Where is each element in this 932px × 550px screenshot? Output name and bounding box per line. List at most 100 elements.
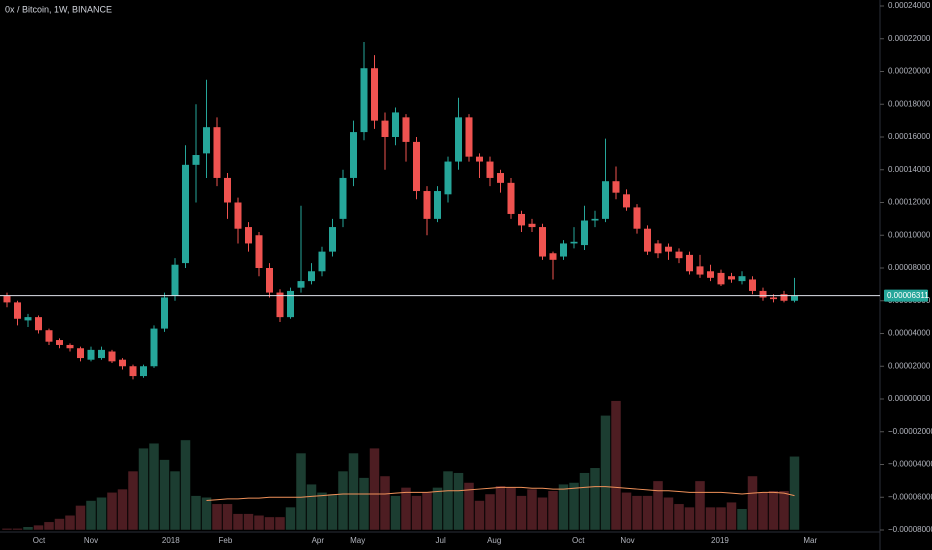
volume-bar <box>453 472 464 531</box>
candle-body <box>602 181 609 219</box>
volume-bar <box>379 475 391 531</box>
volume-bar <box>285 506 296 531</box>
y-tick-label: 0.00024000 <box>888 1 931 10</box>
candle-body <box>24 317 32 321</box>
volume-bar <box>778 490 790 531</box>
y-tick-label: −0.00002000 <box>888 427 932 436</box>
y-tick-label: −0.00004000 <box>888 460 932 469</box>
volume-bar <box>621 492 632 531</box>
candle-body <box>612 181 620 193</box>
volume-bar <box>1 528 13 531</box>
volume-bar <box>369 447 380 531</box>
candle-body <box>623 194 630 208</box>
candle-body <box>255 235 263 268</box>
volume-bar <box>768 490 779 531</box>
candle-body <box>234 202 242 229</box>
x-tick-label: Apr <box>312 536 325 545</box>
y-tick-label: 0.00012000 <box>888 198 931 207</box>
volume-bar <box>726 501 737 531</box>
volume-bar <box>705 506 716 531</box>
candle-body <box>465 117 473 157</box>
x-tick-label: Aug <box>487 536 501 545</box>
candle-body <box>738 276 746 282</box>
candle-body <box>507 182 515 214</box>
volume-bar <box>694 480 706 531</box>
candle-body <box>665 246 672 252</box>
candle-body <box>728 276 735 280</box>
candle-body <box>140 366 147 377</box>
candle-body <box>14 302 21 319</box>
x-tick-label: 2019 <box>711 536 729 545</box>
price-label: 0.00006311 <box>887 291 929 300</box>
y-tick-label: 0.00010000 <box>888 230 931 239</box>
volume-bar <box>12 528 23 531</box>
volume-bar <box>211 503 223 531</box>
volume-bar <box>684 506 695 531</box>
candle-body <box>434 191 441 219</box>
x-tick-label: Oct <box>33 536 46 545</box>
volume-bar <box>180 439 191 531</box>
candle-body <box>182 164 189 264</box>
volume-bar <box>243 513 254 531</box>
candle-body <box>129 366 137 377</box>
candle-body <box>371 68 378 121</box>
candle-body <box>570 241 578 244</box>
candle-body <box>77 348 84 359</box>
volume-bar <box>64 515 76 531</box>
volume-bar <box>43 521 55 531</box>
volume-bar <box>316 492 328 531</box>
volume-bar <box>54 518 65 531</box>
candle-body <box>560 243 567 257</box>
candle-body <box>56 340 63 345</box>
x-tick-label: May <box>350 536 365 545</box>
candle-body <box>770 297 777 300</box>
volume-bar <box>264 516 275 531</box>
y-tick-label: −0.00008000 <box>888 525 932 534</box>
candle-body <box>455 117 462 162</box>
volume-bar <box>96 497 107 531</box>
x-tick-label: Nov <box>620 536 634 545</box>
candle-body <box>759 290 767 298</box>
x-tick-label: Jul <box>436 536 446 545</box>
volume-bar <box>547 490 559 531</box>
x-tick-label: Oct <box>572 536 585 545</box>
candle-body <box>3 295 11 303</box>
candle-body <box>486 161 494 178</box>
volume-bar <box>789 456 800 531</box>
candle-body <box>161 297 168 329</box>
volume-bar <box>190 495 202 531</box>
candle-body <box>203 127 210 154</box>
candle-body <box>749 279 756 291</box>
candle-body <box>339 177 347 219</box>
candle-body <box>791 295 798 301</box>
volume-bar <box>85 500 97 531</box>
volume-bar <box>159 459 170 531</box>
candle-body <box>213 127 221 178</box>
x-tick-label: Nov <box>84 536 98 545</box>
volume-bar <box>33 524 44 531</box>
candle-body <box>654 243 662 254</box>
candle-body <box>528 223 536 228</box>
candle-body <box>171 264 179 296</box>
volume-bar <box>673 503 685 531</box>
candle-body <box>633 207 641 229</box>
candle-body <box>150 328 158 367</box>
candle-body <box>392 112 399 137</box>
x-tick-label: Mar <box>803 536 817 545</box>
candle-body <box>539 227 546 257</box>
candle-body <box>87 349 95 360</box>
candle-body <box>245 227 252 244</box>
candle-body <box>402 117 410 142</box>
volume-bar <box>757 492 769 531</box>
x-tick-label: Feb <box>219 536 233 545</box>
candle-body <box>717 272 725 285</box>
volume-bar <box>411 495 422 531</box>
volume-bar <box>568 482 580 531</box>
y-tick-label: 0.00016000 <box>888 132 931 141</box>
volume-bar <box>505 487 517 531</box>
volume-bar <box>201 497 212 531</box>
candle-body <box>66 344 74 349</box>
y-tick-label: 0.00020000 <box>888 67 931 76</box>
volume-bar <box>736 508 748 531</box>
candle-body <box>35 317 42 331</box>
